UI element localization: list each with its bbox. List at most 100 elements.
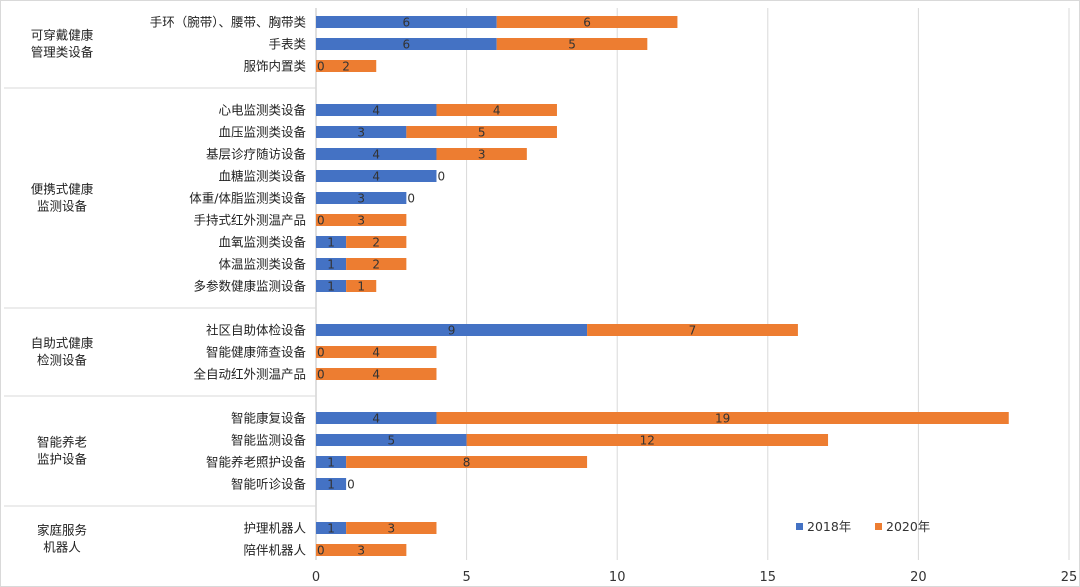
bar-2018 (316, 522, 347, 534)
data-label: 0 (317, 214, 325, 228)
group-label: 监护设备 (37, 452, 88, 467)
data-label: 6 (583, 16, 591, 30)
bar-2018 (316, 324, 588, 336)
data-label: 3 (357, 214, 365, 228)
x-tick-label: 5 (462, 570, 470, 585)
category-label: 基层诊疗随访设备 (206, 147, 307, 162)
data-label: 9 (448, 324, 456, 338)
bar-2018 (316, 16, 497, 28)
bar-2018 (316, 258, 347, 270)
category-label: 智能康复设备 (231, 411, 307, 426)
data-label: 0 (347, 478, 355, 492)
category-label: 心电监测类设备 (218, 103, 306, 118)
data-label: 4 (372, 104, 380, 118)
bar-2018 (316, 104, 437, 116)
group-label: 家庭服务 (37, 523, 87, 538)
bar-2020 (346, 456, 588, 468)
data-label: 1 (327, 522, 335, 536)
bar-2020 (436, 104, 557, 116)
group-label: 自助式健康 (31, 336, 94, 351)
bar-2020 (436, 412, 1009, 424)
data-label: 5 (478, 126, 486, 140)
legend: 2018年 2020年 (796, 519, 930, 534)
data-label: 8 (463, 456, 471, 470)
data-label: 0 (317, 368, 325, 382)
group-dividers (4, 87, 316, 507)
category-label: 手表类 (268, 37, 306, 52)
data-label: 4 (493, 104, 501, 118)
bar-2018 (316, 148, 437, 160)
data-label: 2 (342, 60, 350, 74)
legend-swatch (796, 523, 803, 530)
data-label: 1 (327, 478, 335, 492)
category-label: 体重/体脂监测类设备 (189, 191, 306, 206)
bar-2018 (316, 236, 347, 248)
group-label: 机器人 (43, 540, 81, 555)
x-tick-label: 0 (312, 570, 320, 585)
data-label: 0 (317, 346, 325, 360)
data-label: 0 (437, 170, 445, 184)
bar-2020 (587, 324, 798, 336)
bar-2018 (316, 170, 437, 182)
data-label: 4 (372, 368, 380, 382)
category-label: 血糖监测类设备 (218, 169, 306, 184)
category-label: 智能养老照护设备 (206, 455, 307, 470)
bar-2018 (316, 38, 497, 50)
data-label: 0 (317, 60, 325, 74)
bar-2020 (346, 236, 407, 248)
x-tick-label: 20 (910, 570, 927, 585)
bar-2020 (466, 434, 829, 446)
data-label: 1 (357, 280, 365, 294)
category-label: 血氧监测类设备 (218, 235, 306, 250)
data-label: 7 (689, 324, 697, 338)
bar-2018 (316, 456, 347, 468)
data-label: 3 (357, 192, 365, 206)
category-label: 陪伴机器人 (243, 543, 306, 558)
data-label: 1 (327, 456, 335, 470)
bar-2020 (496, 16, 678, 28)
group-label: 智能养老 (37, 435, 87, 450)
data-label: 5 (568, 38, 576, 52)
bar-2020 (316, 346, 437, 358)
category-label: 多参数健康监测设备 (193, 279, 306, 294)
bar-2018 (316, 478, 347, 490)
bar-2020 (316, 368, 437, 380)
legend-label: 2018年 (807, 519, 851, 534)
data-label: 4 (372, 346, 380, 360)
data-label: 0 (407, 192, 415, 206)
data-label: 2 (372, 258, 380, 272)
bar-2020 (406, 126, 557, 138)
bar-2018 (316, 412, 437, 424)
data-label: 3 (478, 148, 486, 162)
bar-2020 (346, 280, 377, 292)
data-label: 4 (372, 148, 380, 162)
data-label: 4 (372, 170, 380, 184)
group-label: 管理类设备 (31, 45, 94, 60)
data-label: 0 (317, 544, 325, 558)
data-label: 5 (387, 434, 395, 448)
category-label: 智能监测设备 (231, 433, 307, 448)
legend-swatch (875, 523, 882, 530)
data-label: 3 (357, 126, 365, 140)
bar-2020 (316, 60, 377, 72)
bar-2020 (436, 148, 527, 160)
x-tick-label: 15 (760, 570, 777, 585)
bar-2020 (316, 544, 407, 556)
bar-2018 (316, 126, 407, 138)
x-tick-label: 25 (1061, 570, 1078, 585)
category-label: 手环（腕带）、腰带、胸带类 (150, 15, 307, 30)
data-label: 1 (327, 258, 335, 272)
data-label: 6 (403, 38, 411, 52)
category-label: 全自动红外测温产品 (193, 367, 306, 382)
category-label: 智能听诊设备 (231, 477, 307, 492)
x-tick-label: 10 (609, 570, 626, 585)
category-label: 手持式红外测温产品 (193, 213, 306, 228)
bar-2020 (346, 258, 407, 270)
data-label: 19 (715, 412, 730, 426)
group-label: 监测设备 (37, 199, 88, 214)
category-label: 血压监测类设备 (218, 125, 306, 140)
data-label: 12 (640, 434, 655, 448)
